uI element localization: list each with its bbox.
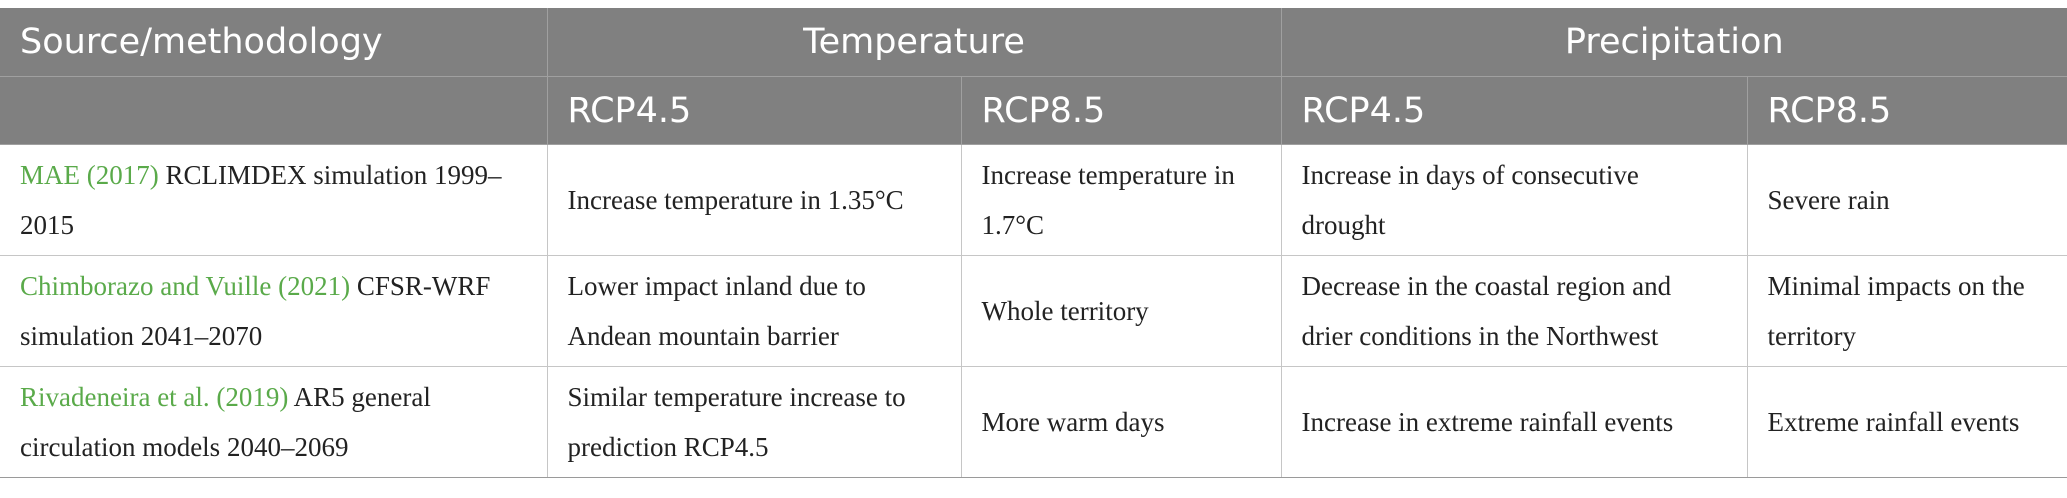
methodology-text: RCLIMDEX simulation 1999–2015	[20, 160, 502, 240]
header-row-scenarios: RCP4.5 RCP8.5 RCP4.5 RCP8.5	[0, 76, 2067, 145]
reference-link[interactable]: Rivadeneira et al. (2019)	[20, 382, 289, 412]
header-precip-rcp45: RCP4.5	[1280, 76, 1748, 145]
precip-rcp85-cell: Severe rain	[1746, 144, 2067, 256]
reference-link[interactable]: MAE (2017)	[20, 160, 159, 190]
table-container: Source/methodology Temperature Precipita…	[0, 8, 2067, 478]
precip-rcp45-cell: Increase in days of consecutive drought	[1280, 144, 1748, 256]
temp-rcp45-cell: Similar temperature increase to predicti…	[546, 366, 962, 478]
source-cell: Chimborazo and Vuille (2021) CFSR-WRF si…	[0, 255, 548, 367]
source-cell: Rivadeneira et al. (2019) AR5 general ci…	[0, 366, 548, 478]
header-source-spacer	[0, 76, 548, 145]
table-row: MAE (2017) RCLIMDEX simulation 1999–2015…	[0, 144, 2067, 256]
source-cell: MAE (2017) RCLIMDEX simulation 1999–2015	[0, 144, 548, 256]
header-row-groups: Source/methodology Temperature Precipita…	[0, 8, 2067, 77]
table-row: Rivadeneira et al. (2019) AR5 general ci…	[0, 366, 2067, 478]
header-temp-rcp45: RCP4.5	[546, 76, 962, 145]
reference-link[interactable]: Chimborazo and Vuille (2021)	[20, 271, 351, 301]
header-precip-rcp85: RCP8.5	[1746, 76, 2067, 145]
temp-rcp45-cell: Lower impact inland due to Andean mounta…	[546, 255, 962, 367]
temp-rcp85-cell: Whole territory	[960, 255, 1282, 367]
methodology-text: CFSR-WRF simulation 2041–2070	[20, 271, 491, 351]
precip-rcp85-cell: Extreme rainfall events	[1746, 366, 2067, 478]
methodology-text: AR5 general circulation models 2040–2069	[20, 382, 431, 462]
header-precipitation: Precipitation	[1280, 8, 2067, 77]
temp-rcp85-cell: More warm days	[960, 366, 1282, 478]
header-source: Source/methodology	[0, 8, 548, 77]
precip-rcp45-cell: Increase in extreme rainfall events	[1280, 366, 1748, 478]
precip-rcp85-cell: Minimal impacts on the territory	[1746, 255, 2067, 367]
precip-rcp45-cell: Decrease in the coastal region and drier…	[1280, 255, 1748, 367]
header-temp-rcp85: RCP8.5	[960, 76, 1282, 145]
climate-projections-table: Source/methodology Temperature Precipita…	[0, 8, 2067, 478]
header-temperature: Temperature	[546, 8, 1282, 77]
temp-rcp45-cell: Increase temperature in 1.35°C	[546, 144, 962, 256]
temp-rcp85-cell: Increase temperature in 1.7°C	[960, 144, 1282, 256]
table-row: Chimborazo and Vuille (2021) CFSR-WRF si…	[0, 255, 2067, 367]
